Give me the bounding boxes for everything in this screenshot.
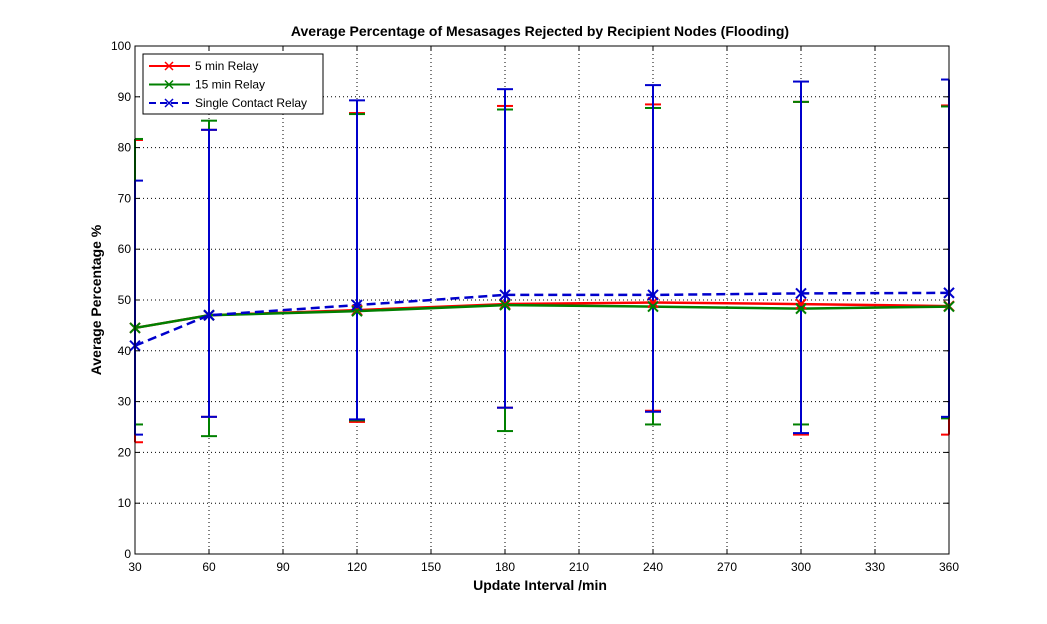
data-point-single-contact-relay — [203, 309, 215, 321]
legend-label: Single Contact Relay — [195, 96, 307, 110]
y-tick-labels: 0 10 20 30 40 50 60 70 80 90 100 — [111, 39, 131, 561]
x-tick-label: 60 — [202, 560, 216, 574]
x-tick-label: 240 — [643, 560, 663, 574]
x-tick-label: 300 — [791, 560, 811, 574]
y-tick-label: 10 — [118, 496, 132, 510]
y-tick-label: 70 — [118, 191, 132, 205]
x-tick-label: 120 — [347, 560, 367, 574]
x-tick-label: 330 — [865, 560, 885, 574]
data-point-single-contact-relay — [499, 289, 511, 301]
x-tick-label: 90 — [276, 560, 290, 574]
y-tick-label: 30 — [118, 395, 132, 409]
data-point-15-min-relay — [795, 302, 807, 315]
legend-marker-sample — [164, 61, 174, 71]
legend-entries: 5 min Relay 15 min Relay Single Contact Re… — [149, 59, 307, 110]
x-tick-label: 30 — [128, 560, 142, 574]
data-point-single-contact-relay — [351, 299, 363, 311]
data-point-single-contact-relay — [647, 289, 659, 301]
chart-title: Average Percentage of Mesasages Rejected… — [291, 23, 789, 39]
y-tick-label: 40 — [118, 344, 132, 358]
legend-label: 15 min Relay — [195, 78, 265, 92]
legend-marker-sample — [164, 79, 174, 90]
marker-stroke — [351, 299, 363, 311]
legend-item-5-min-relay: 5 min Relay — [149, 59, 258, 73]
marker-stroke — [499, 289, 511, 301]
data-point-single-contact-relay — [795, 287, 807, 300]
y-tick-label: 80 — [118, 141, 132, 155]
marker-stroke — [499, 299, 511, 311]
marker-stroke — [795, 287, 807, 300]
y-tick-label: 20 — [118, 445, 132, 459]
data-point-15-min-relay — [499, 299, 511, 311]
x-axis-label: Update Interval /min — [473, 577, 607, 593]
legend-item-15-min-relay: 15 min Relay — [149, 78, 265, 92]
x-tick-label: 180 — [495, 560, 515, 574]
marker-stroke — [795, 298, 807, 310]
data-point-15-min-relay — [647, 300, 659, 313]
legend: 5 min Relay 15 min Relay Single Contact Re… — [142, 53, 324, 115]
marker-stroke — [203, 309, 215, 321]
x-tick-label: 150 — [421, 560, 441, 574]
y-axis-label: Average Percentage % — [88, 224, 104, 375]
legend-item-single-contact-relay: Single Contact Relay — [149, 96, 307, 110]
plot-area — [135, 46, 949, 554]
axis-ticks — [134, 45, 950, 555]
x-tick-label: 360 — [939, 560, 959, 574]
x-tick-label: 210 — [569, 560, 589, 574]
legend-marker-sample — [164, 98, 174, 108]
y-tick-label: 90 — [118, 90, 132, 104]
legend-label: 5 min Relay — [195, 59, 258, 73]
y-tick-label: 0 — [124, 547, 131, 561]
x-tick-labels: 30 60 90 120 150 180 210 240 270 300 330 360 — [128, 560, 959, 574]
marker-stroke — [647, 300, 659, 313]
x-tick-label: 270 — [717, 560, 737, 574]
marker-stroke — [647, 289, 659, 301]
data-point-5-min-relay — [795, 298, 807, 310]
marker-stroke — [795, 302, 807, 315]
y-tick-label: 60 — [118, 242, 132, 256]
y-tick-label: 100 — [111, 39, 131, 53]
y-tick-label: 50 — [118, 293, 132, 307]
